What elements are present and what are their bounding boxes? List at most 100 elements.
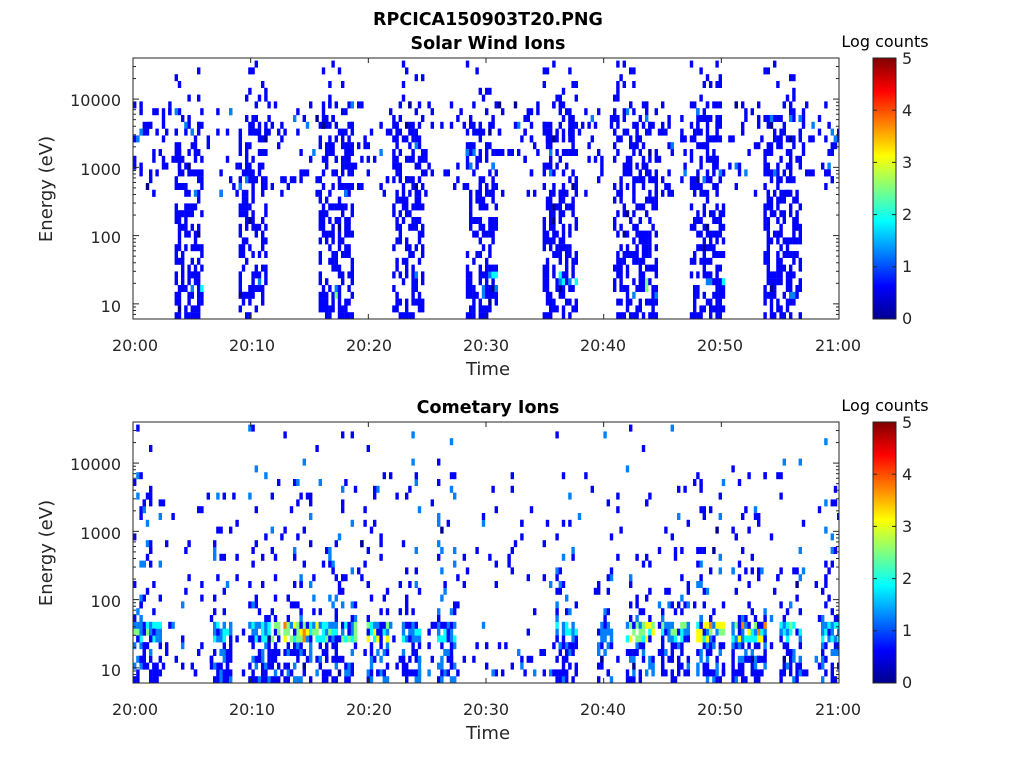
heatmap-cell bbox=[187, 94, 191, 102]
heatmap-cell bbox=[571, 676, 575, 683]
heatmap-cell bbox=[478, 251, 482, 258]
heatmap-cell bbox=[488, 189, 492, 197]
heatmap-cell bbox=[264, 87, 268, 95]
heatmap-cell bbox=[616, 312, 620, 319]
heatmap-cell bbox=[558, 285, 562, 292]
heatmap-cell bbox=[379, 655, 383, 663]
heatmap-cell bbox=[574, 251, 578, 258]
heatmap-cell bbox=[401, 257, 406, 265]
heatmap-cell bbox=[334, 251, 338, 258]
heatmap-cell bbox=[478, 203, 482, 211]
heatmap-cell bbox=[478, 155, 482, 163]
heatmap-cell bbox=[437, 540, 441, 548]
heatmap-cell bbox=[747, 655, 751, 663]
heatmap-cell bbox=[673, 547, 678, 554]
heatmap-cell bbox=[718, 81, 722, 88]
heatmap-cell bbox=[331, 676, 335, 683]
heatmap-cell bbox=[609, 628, 614, 636]
heatmap-cell bbox=[721, 621, 726, 629]
heatmap-cell bbox=[712, 135, 716, 143]
heatmap-cell bbox=[699, 155, 703, 163]
heatmap-cell bbox=[641, 142, 646, 150]
heatmap-cell bbox=[699, 94, 703, 102]
heatmap-cell bbox=[625, 621, 630, 629]
solar-wind-panel: Solar Wind Ions 20:00 20:10 20:20 20:30 … bbox=[36, 32, 929, 380]
heatmap-cell bbox=[632, 210, 636, 218]
heatmap-cell bbox=[782, 217, 786, 224]
heatmap-cell bbox=[776, 298, 780, 306]
heatmap-cell bbox=[430, 499, 434, 507]
heatmap-cell bbox=[465, 60, 470, 68]
heatmap-cell bbox=[200, 594, 204, 602]
heatmap-cell bbox=[699, 547, 703, 554]
heatmap-cell bbox=[251, 676, 255, 683]
heatmap-cell bbox=[478, 305, 482, 313]
heatmap-cell bbox=[133, 628, 137, 636]
sw-colorbar-gradient bbox=[872, 57, 897, 320]
heatmap-cell bbox=[664, 183, 668, 190]
heatmap-cell bbox=[779, 305, 783, 313]
heatmap-cell bbox=[648, 635, 652, 643]
heatmap-cell bbox=[625, 108, 630, 116]
heatmap-cell bbox=[453, 183, 457, 190]
heatmap-cell bbox=[133, 162, 137, 170]
heatmap-cell bbox=[341, 142, 345, 150]
heatmap-cell bbox=[405, 155, 409, 163]
heatmap-cell bbox=[750, 608, 754, 616]
heatmap-cell bbox=[267, 628, 271, 636]
heatmap-cell bbox=[341, 210, 345, 218]
heatmap-cell bbox=[696, 560, 700, 568]
heatmap-cell bbox=[177, 210, 182, 218]
heatmap-cell bbox=[478, 217, 482, 224]
heatmap-cell bbox=[699, 485, 703, 493]
heatmap-cell bbox=[337, 581, 342, 588]
heatmap-cell bbox=[744, 635, 748, 643]
heatmap-cell bbox=[411, 291, 415, 299]
heatmap-cell bbox=[347, 223, 351, 231]
heatmap-cell bbox=[382, 189, 386, 197]
heatmap-cell bbox=[638, 169, 642, 177]
heatmap-cell bbox=[741, 121, 745, 129]
heatmap-cell bbox=[181, 251, 185, 258]
heatmap-cell bbox=[417, 217, 422, 224]
heatmap-cell bbox=[318, 251, 322, 258]
heatmap-cell bbox=[792, 298, 796, 306]
heatmap-cell bbox=[197, 298, 201, 306]
heatmap-cell bbox=[715, 669, 719, 677]
heatmap-cell bbox=[635, 176, 639, 184]
heatmap-cell bbox=[213, 662, 217, 670]
heatmap-cell bbox=[225, 628, 230, 636]
heatmap-cell bbox=[241, 628, 246, 636]
heatmap-cell bbox=[398, 196, 402, 204]
heatmap-cell bbox=[718, 621, 722, 629]
heatmap-cell bbox=[670, 621, 674, 629]
heatmap-cell bbox=[177, 108, 182, 116]
heatmap-cell bbox=[190, 223, 194, 231]
heatmap-cell bbox=[261, 81, 265, 88]
heatmap-cell bbox=[773, 189, 777, 197]
heatmap-cell bbox=[565, 278, 569, 286]
heatmap-cell bbox=[222, 553, 226, 561]
heatmap-cell bbox=[571, 203, 575, 211]
heatmap-cell bbox=[715, 305, 719, 313]
heatmap-cell bbox=[574, 121, 578, 129]
heatmap-cell bbox=[712, 162, 716, 170]
heatmap-cell bbox=[401, 540, 406, 548]
heatmap-cell bbox=[465, 264, 470, 272]
heatmap-cell bbox=[616, 60, 620, 68]
heatmap-cell bbox=[248, 128, 252, 136]
heatmap-cell bbox=[488, 264, 492, 272]
heatmap-cell bbox=[421, 74, 425, 82]
heatmap-cell bbox=[696, 581, 700, 588]
heatmap-cell bbox=[789, 298, 793, 306]
heatmap-cell bbox=[427, 101, 431, 109]
heatmap-cell bbox=[645, 635, 649, 643]
heatmap-cell bbox=[801, 149, 806, 156]
heatmap-cell bbox=[798, 635, 802, 643]
heatmap-cell bbox=[565, 257, 569, 265]
heatmap-cell bbox=[241, 210, 246, 218]
heatmap-cell bbox=[629, 601, 633, 609]
heatmap-cell bbox=[616, 251, 620, 258]
heatmap-cell bbox=[337, 305, 342, 313]
heatmap-cell bbox=[379, 183, 383, 190]
